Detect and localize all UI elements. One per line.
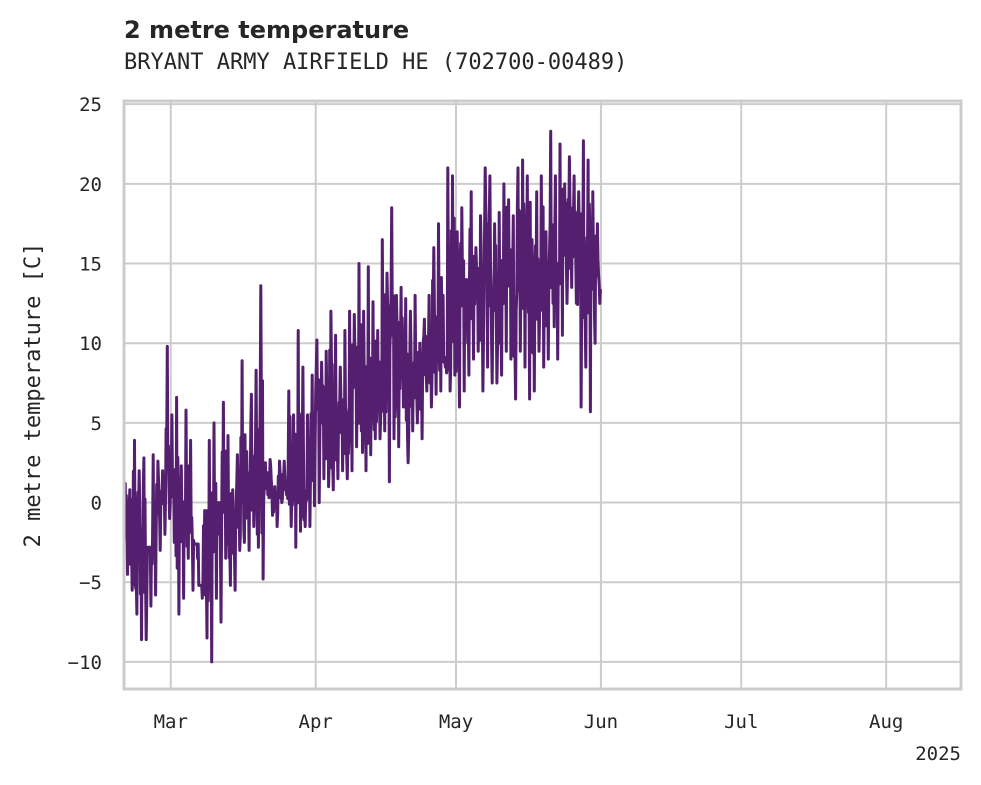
chart-title: 2 metre temperature (124, 16, 410, 44)
x-tick-labels: Mar Apr May Jun Jul Aug (154, 711, 904, 733)
x-tick-label: Jul (724, 711, 758, 733)
temperature-series-line (122, 129, 602, 664)
chart-subtitle: BRYANT ARMY AIRFIELD HE (702700-00489) (124, 50, 628, 75)
y-tick-label: 10 (79, 333, 102, 355)
x-axis-year-label: 2025 (915, 743, 961, 765)
x-tick-label: Jun (584, 711, 618, 733)
series-layer (122, 129, 602, 664)
y-tick-label: 20 (79, 174, 102, 196)
y-tick-label: −5 (79, 572, 102, 594)
x-tick-label: Apr (299, 711, 333, 733)
plot-frame (122, 99, 963, 691)
y-axis-label: 2 metre temperature [C] (21, 243, 46, 548)
y-tick-label: 25 (79, 94, 102, 116)
x-tick-label: Mar (154, 711, 188, 733)
y-tick-label: 15 (79, 254, 102, 276)
x-tick-label: Aug (869, 711, 903, 733)
y-tick-label: −10 (68, 652, 102, 674)
x-tick-label: May (439, 711, 473, 733)
y-tick-labels: −10 −5 0 5 10 15 20 25 (68, 94, 102, 674)
y-tick-label: 5 (91, 413, 102, 435)
y-tick-label: 0 (91, 493, 102, 515)
